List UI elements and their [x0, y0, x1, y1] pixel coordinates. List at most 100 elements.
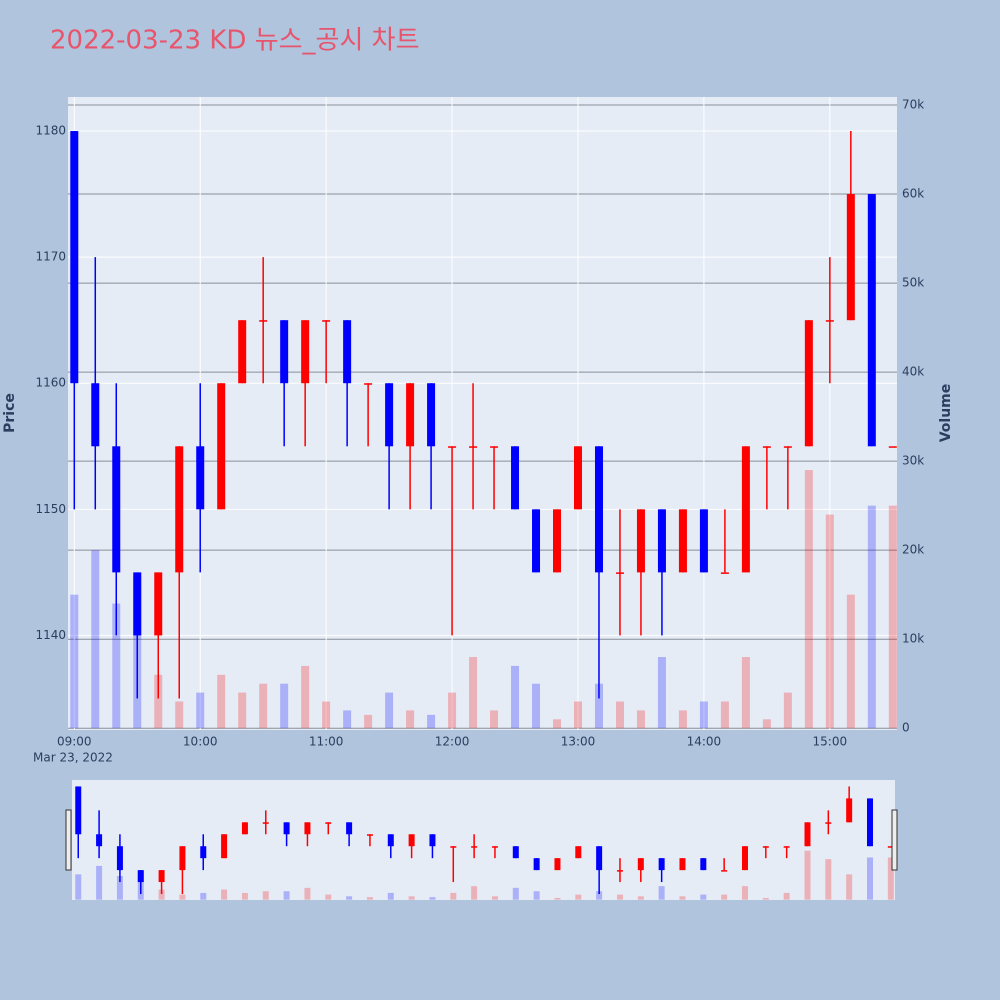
volume-bar	[490, 710, 499, 729]
volume-bar	[846, 594, 855, 729]
candle-body	[866, 798, 873, 847]
volume-bar	[512, 887, 519, 900]
candle-body	[283, 822, 290, 835]
x-tick-label: 14:00	[687, 735, 722, 749]
candle-body	[304, 822, 311, 835]
volume-bar	[301, 665, 310, 729]
volume-bar	[304, 887, 311, 900]
candle-body	[596, 846, 603, 871]
y2-tick-label: 10k	[902, 632, 924, 646]
candle-body	[533, 858, 540, 871]
candle-body	[700, 858, 707, 871]
volume-bar	[346, 896, 353, 900]
candle-body	[720, 572, 729, 574]
candle-body	[636, 509, 645, 573]
candle-body	[658, 858, 665, 871]
x-tick-label: 10:00	[183, 735, 218, 749]
candle-body	[554, 858, 561, 871]
volume-bar	[217, 674, 226, 729]
volume-bar	[343, 710, 352, 729]
candle-body	[469, 446, 478, 448]
y-tick-label: 1150	[35, 502, 66, 516]
candle-body	[196, 446, 205, 510]
candle-body	[408, 834, 415, 847]
candle-body	[846, 798, 853, 823]
candle-body	[175, 446, 184, 573]
volume-bar	[596, 891, 603, 900]
volume-bar	[657, 656, 666, 729]
volume-bar	[427, 714, 436, 729]
y2-axis-title: Volume	[938, 384, 954, 443]
volume-bar	[200, 892, 207, 900]
candle-body	[575, 846, 582, 859]
candle-body	[241, 822, 248, 835]
candle-body	[532, 509, 541, 573]
volume-bar	[575, 894, 582, 900]
volume-bar	[594, 683, 603, 729]
candle-body	[429, 834, 436, 847]
volume-bar	[116, 876, 123, 900]
volume-bar	[259, 683, 268, 729]
volume-bar	[366, 897, 373, 900]
candle-body	[259, 320, 268, 322]
candle-body	[346, 822, 353, 835]
chart-title: 2022-03-23 KD 뉴스_공시 차트	[50, 26, 419, 56]
candle-body	[615, 572, 624, 574]
y-axis-title: Price	[2, 393, 18, 433]
volume-bar	[616, 894, 623, 900]
volume-bar	[491, 896, 498, 900]
volume-bar	[429, 897, 436, 900]
candle-body	[783, 446, 792, 448]
candle-body	[825, 822, 832, 824]
y2-tick-label: 60k	[902, 187, 924, 201]
volume-bar	[804, 850, 811, 900]
volume-bar	[783, 692, 792, 729]
volume-bar	[283, 891, 290, 900]
volume-bar	[720, 701, 729, 729]
candle-body	[846, 194, 855, 321]
candle-body	[301, 320, 310, 384]
volume-bar	[154, 674, 163, 729]
candle-body	[137, 870, 144, 883]
candle-body	[238, 320, 247, 384]
volume-bar	[469, 656, 478, 729]
volume-bar	[699, 701, 708, 729]
volume-bar	[221, 889, 228, 900]
candle-body	[594, 446, 603, 573]
x-tick-label: 12:00	[435, 735, 470, 749]
candle-body	[783, 846, 790, 848]
y2-tick-label: 70k	[902, 98, 924, 112]
y2-tick-label: 50k	[902, 276, 924, 290]
volume-bar	[678, 710, 687, 729]
volume-bar	[408, 896, 415, 900]
candle-body	[721, 870, 728, 872]
slider-handle[interactable]	[891, 809, 898, 871]
range-slider[interactable]	[72, 780, 895, 900]
volume-bar	[406, 710, 415, 729]
candle-body	[657, 509, 666, 573]
candle-body	[366, 834, 373, 836]
volume-bar	[783, 892, 790, 900]
candle-body	[387, 834, 394, 847]
volume-bar	[887, 857, 894, 900]
volume-bar	[615, 701, 624, 729]
y2-tick-label: 0	[902, 721, 910, 735]
candle-body	[91, 383, 100, 447]
candle-body	[637, 858, 644, 871]
volume-bar	[573, 701, 582, 729]
volume-bar	[364, 714, 373, 729]
volume-bar	[91, 550, 100, 729]
volume-bar	[825, 514, 834, 729]
volume-bar	[325, 894, 332, 900]
candle-body	[364, 383, 373, 385]
candle-body	[179, 846, 186, 871]
volume-bar	[511, 665, 520, 729]
candle-body	[553, 509, 562, 573]
volume-bar	[700, 894, 707, 900]
candle-body	[200, 846, 207, 859]
volume-bar	[75, 874, 82, 900]
volume-bar	[846, 874, 853, 900]
y2-tick-label: 30k	[902, 454, 924, 468]
slider-handle[interactable]	[65, 809, 72, 871]
